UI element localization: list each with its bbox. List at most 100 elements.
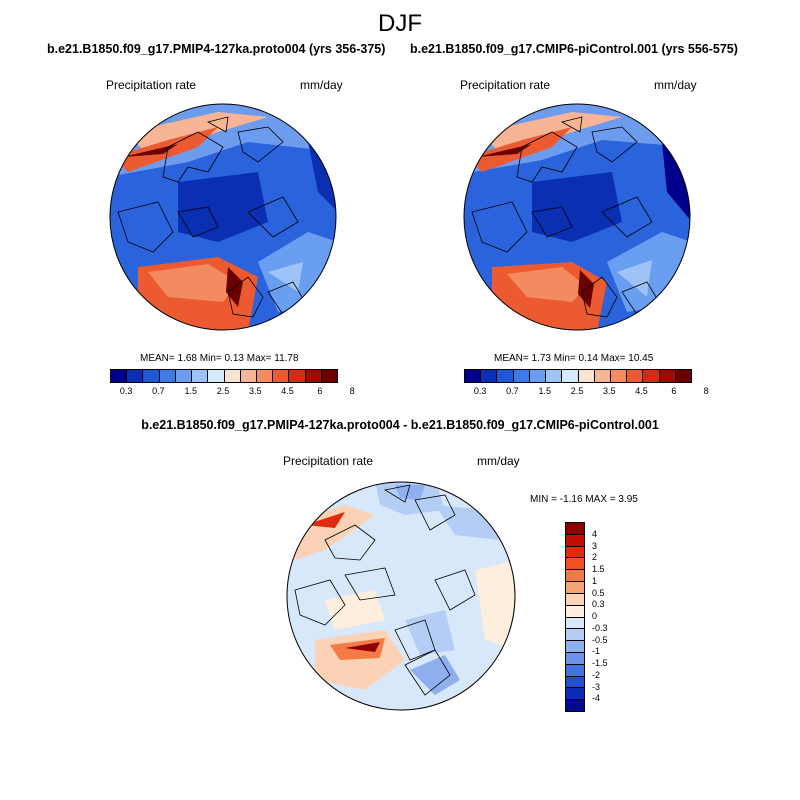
panel-2-colorbar-ticks: 0.3 0.7 1.5 2.5 3.5 4.5 6 8	[464, 386, 709, 398]
panel-2-run-title: b.e21.B1850.f09_g17.CMIP6-piControl.001 …	[410, 42, 738, 56]
panel-1-min-value: 0.13	[224, 353, 244, 364]
panel-1-max-value: 11.78	[274, 353, 299, 364]
colorbar-tick-label: 6	[671, 386, 677, 396]
panel-1-units-label: mm/day	[300, 78, 343, 92]
colorbar-tick-label: -4	[592, 693, 601, 704]
colorbar-tick-label: 2.5	[570, 386, 584, 396]
colorbar-swatch	[566, 629, 584, 642]
colorbar-swatch	[546, 370, 563, 382]
panel-1-polar-map	[109, 103, 337, 331]
colorbar-swatch	[465, 370, 482, 382]
colorbar-swatch	[566, 664, 584, 677]
difference-min-label: MIN =	[530, 494, 557, 505]
colorbar-tick-label: -0.5	[592, 634, 608, 645]
colorbar-tick-label: 0.7	[152, 386, 165, 396]
panel-2-mean-label: MEAN=	[494, 353, 529, 364]
colorbar-swatch	[143, 370, 160, 382]
colorbar-swatch	[566, 700, 584, 711]
panel-1-variable-label: Precipitation rate	[106, 78, 197, 92]
panel-2-variable-label: Precipitation rate	[460, 78, 551, 92]
difference-variable-label: Precipitation rate	[283, 454, 374, 468]
colorbar-swatch	[111, 370, 128, 382]
difference-colorbar-ticks: 4 3 2 1.5 1 0.5 0.3 0 -0.3 -0.5 -1 -1.5 -2 -3 -4	[592, 522, 622, 710]
panel-1-max-label: Max=	[246, 353, 272, 364]
colorbar-tick-label: 1	[592, 575, 598, 586]
colorbar-swatch	[562, 370, 579, 382]
colorbar-tick-label: 8	[703, 386, 709, 396]
colorbar-swatch	[566, 605, 584, 618]
colorbar-swatch	[192, 370, 209, 382]
colorbar-swatch	[256, 370, 274, 382]
difference-units-label: mm/day	[477, 454, 520, 468]
colorbar-swatch	[643, 370, 660, 382]
panel-2-min-value: 0.14	[578, 353, 598, 364]
panel-1-mean-label: MEAN=	[140, 353, 175, 364]
colorbar-swatch	[675, 370, 692, 382]
colorbar-tick-label: 0.7	[506, 386, 519, 396]
panel-1-colorbar	[110, 369, 338, 383]
panel-2-polar-map	[463, 103, 691, 331]
colorbar-swatch	[481, 370, 498, 382]
colorbar-tick-label: 4	[592, 528, 598, 539]
colorbar-swatch	[627, 370, 644, 382]
colorbar-swatch	[175, 370, 193, 382]
colorbar-tick-label: -1	[592, 646, 601, 657]
colorbar-swatch	[566, 582, 584, 594]
colorbar-swatch	[566, 617, 584, 630]
colorbar-tick-label: 3.5	[249, 386, 262, 396]
colorbar-tick-label: -0.3	[592, 622, 608, 633]
colorbar-swatch	[566, 593, 584, 606]
difference-max-label: MAX =	[585, 494, 616, 505]
difference-min-value: -1.16	[559, 494, 583, 505]
colorbar-swatch	[566, 523, 584, 535]
panel-2-units-label: mm/day	[654, 78, 697, 92]
colorbar-tick-label: 3	[592, 540, 598, 551]
panel-1-run-title: b.e21.B1850.f09_g17.PMIP4-127ka.proto004…	[47, 42, 386, 56]
colorbar-tick-label: 0.3	[592, 599, 605, 610]
colorbar-tick-label: 4.5	[281, 386, 294, 396]
colorbar-swatch	[289, 370, 306, 382]
colorbar-swatch	[529, 370, 547, 382]
colorbar-swatch	[594, 370, 611, 382]
colorbar-swatch	[159, 370, 176, 382]
panel-1-min-label: Min=	[199, 353, 222, 364]
panel-2-mean-value: 1.73	[531, 353, 551, 364]
colorbar-swatch	[610, 370, 628, 382]
colorbar-tick-label: 0.3	[119, 386, 133, 396]
colorbar-swatch	[273, 370, 290, 382]
panel-2-colorbar	[464, 369, 692, 383]
colorbar-swatch	[578, 370, 595, 382]
colorbar-swatch	[321, 370, 338, 382]
panel-2-min-label: Min=	[553, 353, 576, 364]
colorbar-tick-label: 1.5	[184, 386, 197, 396]
colorbar-tick-label: -1.5	[592, 658, 608, 668]
page-title: DJF	[378, 10, 422, 37]
colorbar-swatch	[513, 370, 530, 382]
colorbar-tick-label: 3.5	[603, 386, 616, 396]
colorbar-swatch	[208, 370, 225, 382]
colorbar-tick-label: -2	[592, 669, 601, 680]
colorbar-swatch	[566, 558, 584, 571]
panel-1-colorbar-ticks: 0.3 0.7 1.5 2.5 3.5 4.5 6 8	[110, 386, 355, 398]
colorbar-tick-label: 2	[592, 552, 598, 563]
panel-1-mean-value: 1.68	[177, 353, 197, 364]
colorbar-tick-label: 8	[349, 386, 355, 396]
colorbar-swatch	[305, 370, 322, 382]
panel-2-max-value: 10.45	[628, 353, 654, 364]
colorbar-swatch	[659, 370, 676, 382]
colorbar-swatch	[566, 676, 584, 689]
difference-polar-map	[286, 481, 516, 711]
colorbar-tick-label: -3	[592, 681, 601, 692]
colorbar-swatch	[240, 370, 257, 382]
difference-colorbar	[565, 522, 585, 712]
colorbar-tick-label: 4.5	[635, 386, 648, 396]
colorbar-tick-label: 1.5	[592, 564, 605, 574]
colorbar-tick-label: 6	[317, 386, 323, 396]
colorbar-tick-label: 1.5	[538, 386, 551, 396]
colorbar-tick-label: 0.3	[473, 386, 487, 396]
colorbar-swatch	[224, 370, 241, 382]
panel-2-max-label: Max=	[600, 353, 626, 364]
colorbar-tick-label: 0.5	[592, 587, 605, 598]
colorbar-tick-label: 0	[592, 611, 598, 621]
difference-max-value: 3.95	[618, 494, 638, 505]
